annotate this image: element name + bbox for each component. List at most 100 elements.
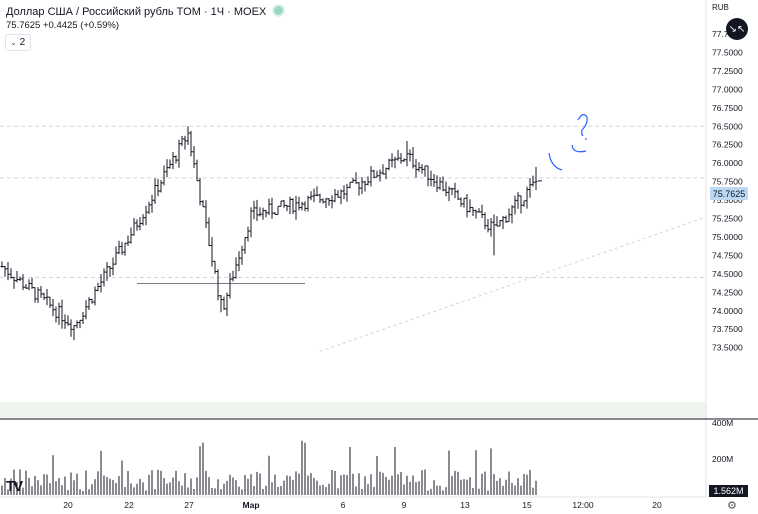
ohlc-bar bbox=[276, 205, 280, 215]
ohlc-bar bbox=[159, 180, 163, 193]
horizontal-levels bbox=[0, 125, 706, 284]
ohlc-bar bbox=[84, 300, 88, 320]
price-tick-label: 74.0000 bbox=[712, 306, 743, 316]
ohlc-bar bbox=[507, 208, 511, 223]
currency-label[interactable]: RUB bbox=[712, 3, 729, 12]
ohlc-bar bbox=[57, 302, 61, 326]
volume-tick-label: 200M bbox=[712, 454, 733, 464]
ohlc-bar bbox=[420, 164, 424, 174]
ohlc-bar bbox=[198, 177, 202, 206]
ohlc-bar bbox=[441, 176, 445, 192]
ohlc-bar bbox=[129, 227, 133, 244]
ohlc-bar bbox=[336, 190, 340, 198]
ohlc-bar bbox=[12, 276, 16, 289]
ohlc-bar bbox=[180, 135, 184, 146]
price-tick-label: 77.2500 bbox=[712, 66, 743, 76]
ohlc-bar bbox=[381, 164, 385, 175]
price-axis-ticks: 77.7500 77.5000 77.2500 77.0000 76.7500 76.50… bbox=[712, 29, 743, 353]
ohlc-bar bbox=[525, 186, 529, 209]
ohlc-bar bbox=[78, 319, 82, 329]
ohlc-bar bbox=[171, 151, 175, 170]
ohlc-bar bbox=[378, 169, 382, 182]
ohlc-bar bbox=[126, 235, 130, 246]
symbol-title[interactable]: Доллар США / Российский рубль TOM · 1Ч ·… bbox=[6, 4, 286, 18]
ohlc-bar bbox=[90, 298, 94, 304]
ohlc-bar bbox=[18, 276, 22, 282]
ohlc-bar bbox=[135, 219, 139, 231]
ohlc-bar bbox=[285, 204, 289, 212]
ohlc-bar bbox=[222, 296, 226, 310]
ohlc-bar bbox=[345, 183, 349, 202]
ohlc-bar bbox=[99, 274, 103, 293]
ohlc-bar bbox=[114, 246, 118, 265]
ohlc-bar bbox=[306, 195, 310, 212]
price-tick-label: 76.0000 bbox=[712, 158, 743, 168]
indicators-count: 2 bbox=[19, 37, 26, 48]
drawing-annotations bbox=[548, 114, 588, 171]
ohlc-bar bbox=[237, 251, 241, 272]
ohlc-bar bbox=[75, 320, 79, 329]
time-tick-label: 20 bbox=[63, 500, 73, 510]
ohlc-bar bbox=[120, 241, 124, 255]
last-price-badge: 75.7625 bbox=[710, 187, 748, 200]
ohlc-bar bbox=[354, 172, 358, 184]
indicators-toggle-button[interactable]: ⌄ 2 bbox=[5, 34, 31, 51]
ohlc-bar bbox=[183, 135, 187, 150]
ohlc-bar bbox=[318, 193, 322, 204]
ohlc-bar bbox=[258, 207, 262, 217]
ohlc-bar bbox=[219, 295, 223, 313]
ohlc-bar bbox=[375, 170, 379, 178]
ohlc-bar bbox=[201, 200, 205, 208]
ohlc-bar bbox=[282, 199, 286, 208]
ohlc-bar bbox=[444, 181, 448, 197]
ohlc-bar bbox=[363, 180, 367, 192]
ohlc-bar bbox=[96, 282, 100, 292]
ohlc-bar bbox=[339, 189, 343, 205]
ohlc-bar bbox=[225, 292, 229, 317]
volume-tick-label: 400M bbox=[712, 418, 733, 428]
price-tick-label: 74.5000 bbox=[712, 269, 743, 279]
gear-icon[interactable]: ⚙ bbox=[727, 500, 737, 512]
price-tick-label: 75.0000 bbox=[712, 232, 743, 242]
price-tick-label: 76.7500 bbox=[712, 103, 743, 113]
ohlc-bar bbox=[468, 199, 472, 213]
price-tick-label: 73.5000 bbox=[712, 343, 743, 353]
ohlc-bar bbox=[393, 156, 397, 169]
price-tick-label: 77.7500 bbox=[712, 29, 743, 39]
ohlc-bar bbox=[396, 149, 400, 161]
price-tick-label: 74.7500 bbox=[712, 250, 743, 260]
ohlc-bar bbox=[228, 273, 232, 299]
ohlc-bar bbox=[66, 315, 70, 326]
ohlc-bar bbox=[357, 181, 361, 196]
ohlc-bar bbox=[390, 153, 394, 168]
ohlc-bar bbox=[438, 177, 442, 190]
volume-axis-ticks: 400M 200M bbox=[712, 418, 733, 464]
ohlc-bar bbox=[459, 197, 463, 207]
ohlc-bar bbox=[54, 306, 58, 323]
ohlc-bar bbox=[6, 261, 10, 281]
ohlc-bar bbox=[216, 269, 220, 301]
ohlc-bar bbox=[21, 274, 25, 291]
price-tick-label: 76.5000 bbox=[712, 121, 743, 131]
ohlc-bar bbox=[117, 240, 121, 255]
ohlc-bar bbox=[447, 186, 451, 202]
time-tick-label: 22 bbox=[124, 500, 134, 510]
annotation-stroke bbox=[548, 152, 563, 171]
ohlc-bar bbox=[465, 194, 469, 218]
ohlc-bar bbox=[462, 197, 466, 208]
ohlc-bar bbox=[30, 277, 34, 289]
ohlc-bar bbox=[510, 205, 514, 224]
ohlc-bar bbox=[138, 216, 142, 231]
price-tick-label: 76.2500 bbox=[712, 140, 743, 150]
ohlc-bar bbox=[495, 216, 499, 227]
ohlc-bar bbox=[348, 181, 352, 189]
ohlc-bar bbox=[72, 325, 76, 341]
price-tick-label: 73.7500 bbox=[712, 324, 743, 334]
ohlc-bar bbox=[417, 162, 421, 172]
ohlc-bar bbox=[312, 188, 316, 203]
collapse-arrows-icon[interactable]: ↘↖ bbox=[726, 18, 748, 40]
ohlc-bars bbox=[0, 126, 542, 341]
ohlc-bar bbox=[519, 195, 523, 214]
ohlc-bar bbox=[300, 201, 304, 211]
